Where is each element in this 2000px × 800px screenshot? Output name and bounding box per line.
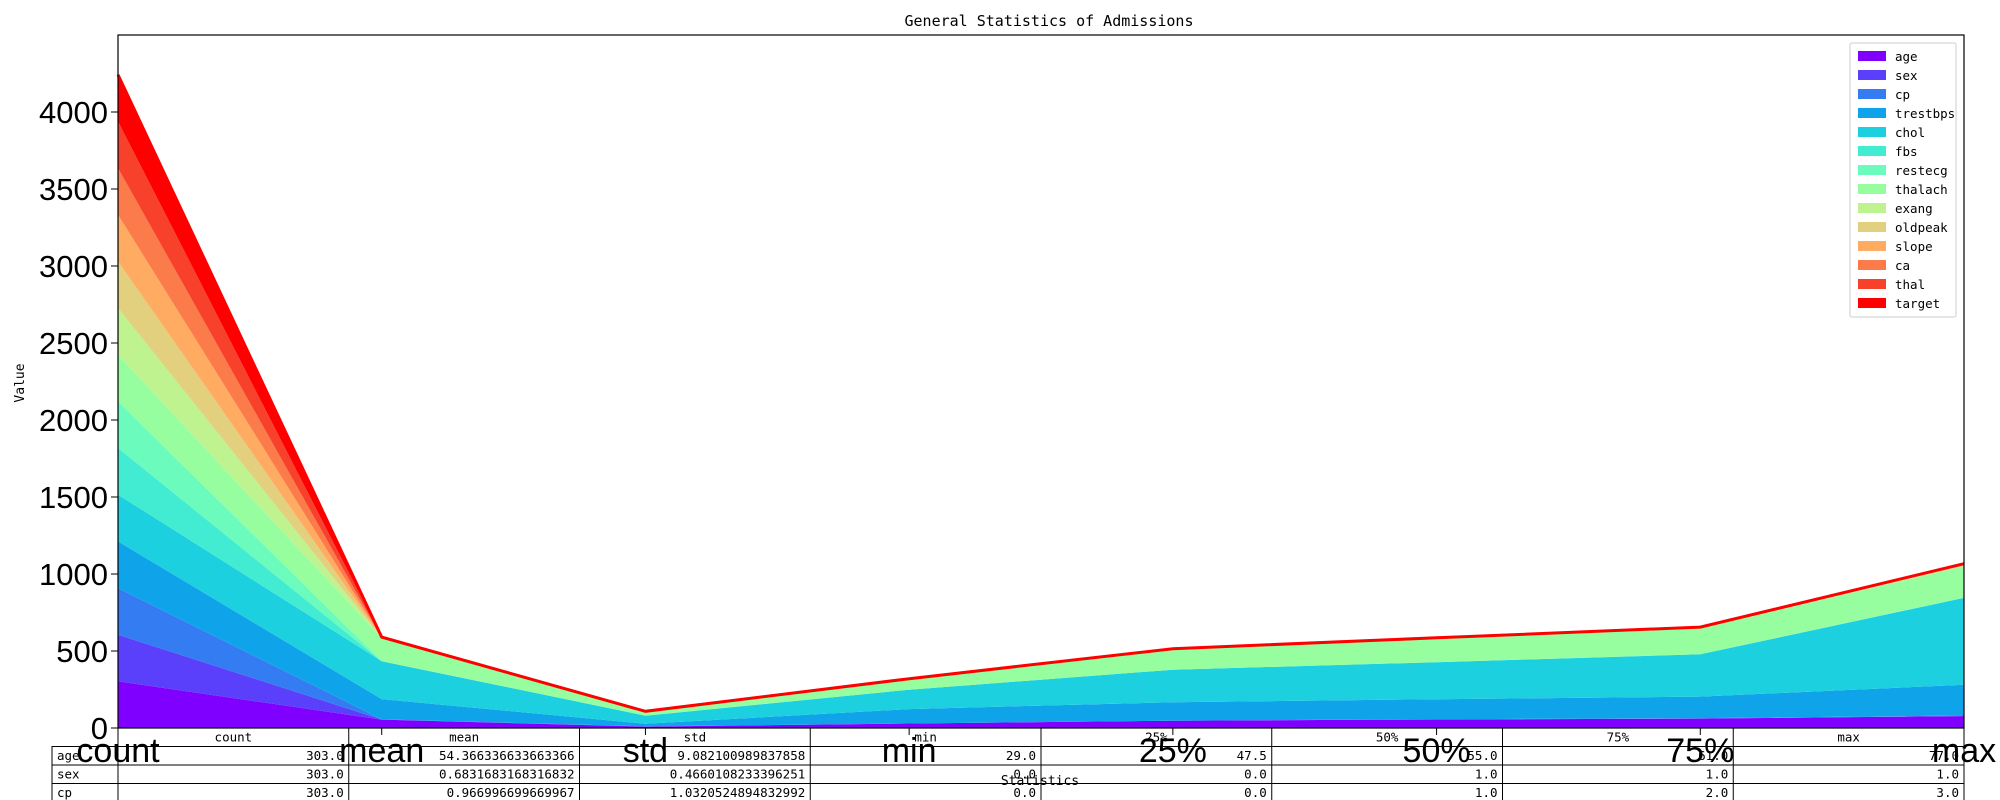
y-tick-label: 2000 [39, 403, 108, 438]
legend-label-trestbps: trestbps [1895, 106, 1955, 121]
table-cell: 55.0 [1467, 748, 1497, 763]
area-thal [118, 121, 1964, 712]
table-cell: 0.4660108233396251 [670, 767, 805, 782]
legend-label-oldpeak: oldpeak [1895, 220, 1948, 235]
table-cell: 9.082100989837858 [677, 748, 805, 763]
table-header-cell: mean [449, 730, 479, 745]
legend-label-target: target [1895, 296, 1940, 311]
chart-title: General Statistics of Admissions [905, 12, 1194, 30]
table-cell: 0.0 [1013, 785, 1036, 800]
table-cell: 3.0 [1936, 785, 1959, 800]
legend-swatch-thalach [1858, 184, 1886, 194]
legend-swatch-age [1858, 51, 1886, 61]
table-cell: 1.0 [1475, 785, 1498, 800]
legend-swatch-oldpeak [1858, 222, 1886, 232]
table-cell: 1.0 [1936, 767, 1959, 782]
table-header-cell: max [1837, 730, 1860, 745]
legend-label-restecg: restecg [1895, 163, 1948, 178]
table-row-label: age [57, 748, 80, 763]
data-table: count mean std min 25% 50% 75% max age 303.0 54.36… [51, 727, 1965, 800]
plot-frame [117, 34, 1965, 729]
table-cell: 61.0 [1698, 748, 1728, 763]
x-tick-label: 50% [1403, 732, 1471, 770]
table-header-cell: 50% [1376, 730, 1399, 745]
y-axis: 0 500 1000 1500 2000 2500 3000 3500 4000 [39, 95, 118, 746]
table-row-label: cp [57, 785, 72, 800]
table-cell: 303.0 [306, 785, 344, 800]
x-axis: count mean std min 25% 50% 75% max [76, 728, 1996, 770]
table-cell: 1.0 [1706, 767, 1729, 782]
x-tick-label: 75% [1666, 732, 1734, 770]
table-header-cell: 75% [1607, 730, 1630, 745]
table-row-label: sex [57, 767, 80, 782]
legend-label-thalach: thalach [1895, 182, 1948, 197]
y-tick-label: 3500 [39, 172, 108, 207]
area-target [118, 74, 1964, 712]
table-cell: 0.0 [1244, 767, 1267, 782]
legend-label-sex: sex [1895, 68, 1918, 83]
table-cell: 29.0 [1006, 748, 1036, 763]
legend-swatch-cp [1858, 89, 1886, 99]
legend: age sex cp trestbps chol fbs restecg thalach exa… [1849, 42, 1957, 318]
legend-swatch-fbs [1858, 146, 1886, 156]
y-tick-label: 500 [56, 634, 108, 669]
table-cell: 0.966996699669967 [447, 785, 575, 800]
x-tick-label: count [76, 732, 160, 770]
legend-swatch-sex [1858, 70, 1886, 80]
legend-swatch-thal [1858, 279, 1886, 289]
legend-swatch-slope [1858, 241, 1886, 251]
x-tick-label: max [1932, 732, 1996, 770]
table-cell: 0.0 [1013, 767, 1036, 782]
legend-label-age: age [1895, 49, 1918, 64]
y-tick-label: 4000 [39, 95, 108, 130]
legend-label-ca: ca [1895, 258, 1910, 273]
legend-label-exang: exang [1895, 201, 1933, 216]
x-tick-label: 25% [1139, 732, 1207, 770]
area-age [118, 681, 1964, 728]
legend-swatch-trestbps [1858, 108, 1886, 118]
table-header-cell: 25% [1145, 730, 1168, 745]
legend-swatch-ca [1858, 260, 1886, 270]
y-axis-label: Value [13, 363, 28, 402]
table-header-cell: std [684, 730, 707, 745]
area-top-line [116, 74, 1965, 713]
table-cell: 0.0 [1244, 785, 1267, 800]
legend-swatch-exang [1858, 203, 1886, 213]
legend-label-slope: slope [1895, 239, 1933, 254]
x-axis-label: Statistics [1001, 774, 1079, 789]
table-cell: 2.0 [1706, 785, 1729, 800]
table-cell: 54.366336633663366 [439, 748, 574, 763]
legend-swatch-target [1858, 298, 1886, 308]
legend-swatch-chol [1858, 127, 1886, 137]
x-tick-label: min [882, 732, 937, 770]
x-tick-label: std [623, 732, 668, 770]
y-tick-label: 0 [91, 711, 108, 746]
legend-label-cp: cp [1895, 87, 1910, 102]
table-header-cell: min [914, 730, 937, 745]
legend-label-fbs: fbs [1895, 144, 1918, 159]
table-cell: 0.6831683168316832 [439, 767, 574, 782]
area-chol [118, 494, 1964, 724]
table-header-cell: count [215, 730, 253, 745]
table-cell: 1.0320524894832992 [670, 785, 805, 800]
y-tick-label: 1500 [39, 480, 108, 515]
legend-swatch-restecg [1858, 165, 1886, 175]
area-trestbps [118, 541, 1964, 727]
y-tick-label: 3000 [39, 249, 108, 284]
table-cell: 77.0 [1929, 748, 1959, 763]
area-layers [116, 74, 1965, 728]
table-cell: 303.0 [306, 748, 344, 763]
x-tick-label: mean [339, 732, 424, 770]
legend-label-thal: thal [1895, 277, 1925, 292]
table-cell: 47.5 [1237, 748, 1267, 763]
table-cell: 303.0 [306, 767, 344, 782]
y-tick-label: 2500 [39, 326, 108, 361]
legend-label-chol: chol [1895, 125, 1925, 140]
legend-box [1849, 42, 1957, 318]
y-tick-label: 1000 [39, 557, 108, 592]
table-cell: 1.0 [1475, 767, 1498, 782]
